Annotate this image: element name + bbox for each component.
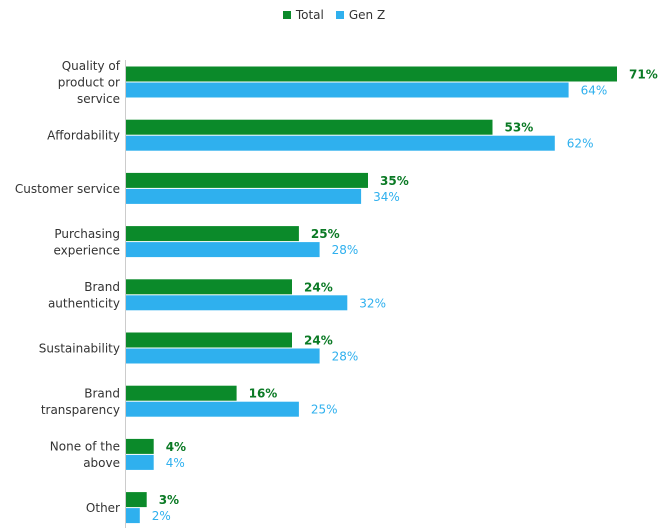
chart-legend: Total Gen Z <box>0 8 668 22</box>
bar-total[interactable] <box>126 492 147 508</box>
data-label-genz: 28% <box>332 243 359 257</box>
legend-swatch-total <box>282 11 291 19</box>
category-label: Sustainability <box>39 342 120 356</box>
bar-total[interactable] <box>126 226 299 242</box>
data-label-total: 35% <box>380 174 409 188</box>
category-label: Purchasing experience <box>53 227 120 258</box>
bar-total[interactable] <box>126 66 617 82</box>
category-label: Quality of product or service <box>58 59 121 106</box>
data-label-total: 53% <box>505 121 534 135</box>
data-label-total: 25% <box>311 227 340 241</box>
data-label-total: 3% <box>159 493 179 507</box>
data-label-total: 71% <box>629 68 658 82</box>
data-label-total: 4% <box>166 440 186 454</box>
data-label-genz: 34% <box>373 190 400 204</box>
bar-total[interactable] <box>126 385 237 401</box>
category-label: Customer service <box>15 182 120 196</box>
data-label-total: 16% <box>249 387 278 401</box>
bar-genz[interactable] <box>126 348 320 364</box>
bar-genz[interactable] <box>126 242 320 258</box>
category-label: Brand authenticity <box>48 280 120 311</box>
bar-genz[interactable] <box>126 454 154 470</box>
bar-total[interactable] <box>126 172 368 188</box>
category-label: Brand transparency <box>41 387 120 418</box>
data-label-genz: 32% <box>359 296 386 310</box>
legend-label-genz: Gen Z <box>348 8 386 22</box>
bar-genz[interactable] <box>126 508 140 524</box>
category-label: Other <box>86 501 120 515</box>
bar-genz[interactable] <box>126 135 555 151</box>
data-label-genz: 64% <box>581 84 608 98</box>
category-label: None of the above <box>50 440 120 471</box>
data-label-genz: 2% <box>152 509 171 523</box>
data-label-genz: 4% <box>166 456 185 470</box>
bar-total[interactable] <box>126 119 493 135</box>
data-label-total: 24% <box>304 334 333 348</box>
bar-total[interactable] <box>126 279 292 295</box>
bar-genz[interactable] <box>126 295 348 311</box>
data-label-genz: 28% <box>332 350 359 364</box>
category-label: Affordability <box>47 129 120 143</box>
legend-item-total[interactable]: Total <box>282 8 324 22</box>
bar-genz[interactable] <box>126 401 299 417</box>
bar-genz[interactable] <box>126 82 569 98</box>
bar-total[interactable] <box>126 332 292 348</box>
data-label-genz: 62% <box>567 137 594 151</box>
bar-genz[interactable] <box>126 188 362 204</box>
legend-label-total: Total <box>295 8 324 22</box>
legend-item-genz[interactable]: Gen Z <box>335 8 386 22</box>
legend-swatch-genz <box>335 11 344 19</box>
data-label-total: 24% <box>304 280 333 294</box>
data-label-genz: 25% <box>311 403 338 417</box>
bar-total[interactable] <box>126 438 154 454</box>
